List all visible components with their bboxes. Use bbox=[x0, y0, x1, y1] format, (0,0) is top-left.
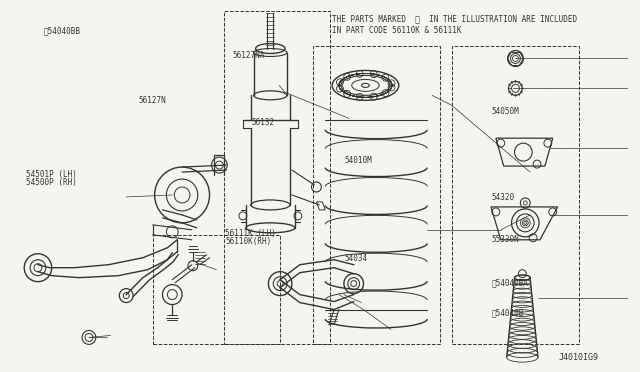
Bar bbox=[224, 11, 330, 344]
Text: J4010IG9: J4010IG9 bbox=[559, 353, 599, 362]
Text: ※54040BB: ※54040BB bbox=[44, 26, 81, 36]
Bar bbox=[312, 45, 440, 344]
Text: ※54040BA: ※54040BA bbox=[492, 279, 529, 288]
Text: 54501P (LH): 54501P (LH) bbox=[26, 170, 77, 179]
Text: 54034: 54034 bbox=[344, 254, 368, 263]
Bar bbox=[452, 45, 579, 344]
Text: ※54040B: ※54040B bbox=[492, 308, 524, 317]
Text: 54320: 54320 bbox=[492, 193, 515, 202]
Text: 54050M: 54050M bbox=[492, 107, 519, 116]
Text: THE PARTS MARKED  ※  IN THE ILLUSTRATION ARE INCLUDED: THE PARTS MARKED ※ IN THE ILLUSTRATION A… bbox=[332, 14, 577, 23]
Text: 56132: 56132 bbox=[252, 119, 275, 128]
Text: IN PART CODE 56110K & 56111K: IN PART CODE 56110K & 56111K bbox=[332, 26, 461, 35]
Text: 56127N: 56127N bbox=[139, 96, 166, 105]
Text: 56127NA: 56127NA bbox=[233, 51, 265, 60]
Text: 55330N: 55330N bbox=[492, 235, 519, 244]
Text: 54500P (RH): 54500P (RH) bbox=[26, 178, 77, 187]
Bar bbox=[153, 235, 280, 344]
Text: 54010M: 54010M bbox=[344, 155, 372, 164]
Text: 56111K (LH): 56111K (LH) bbox=[225, 228, 276, 238]
Text: 56110K(RH): 56110K(RH) bbox=[225, 237, 271, 246]
